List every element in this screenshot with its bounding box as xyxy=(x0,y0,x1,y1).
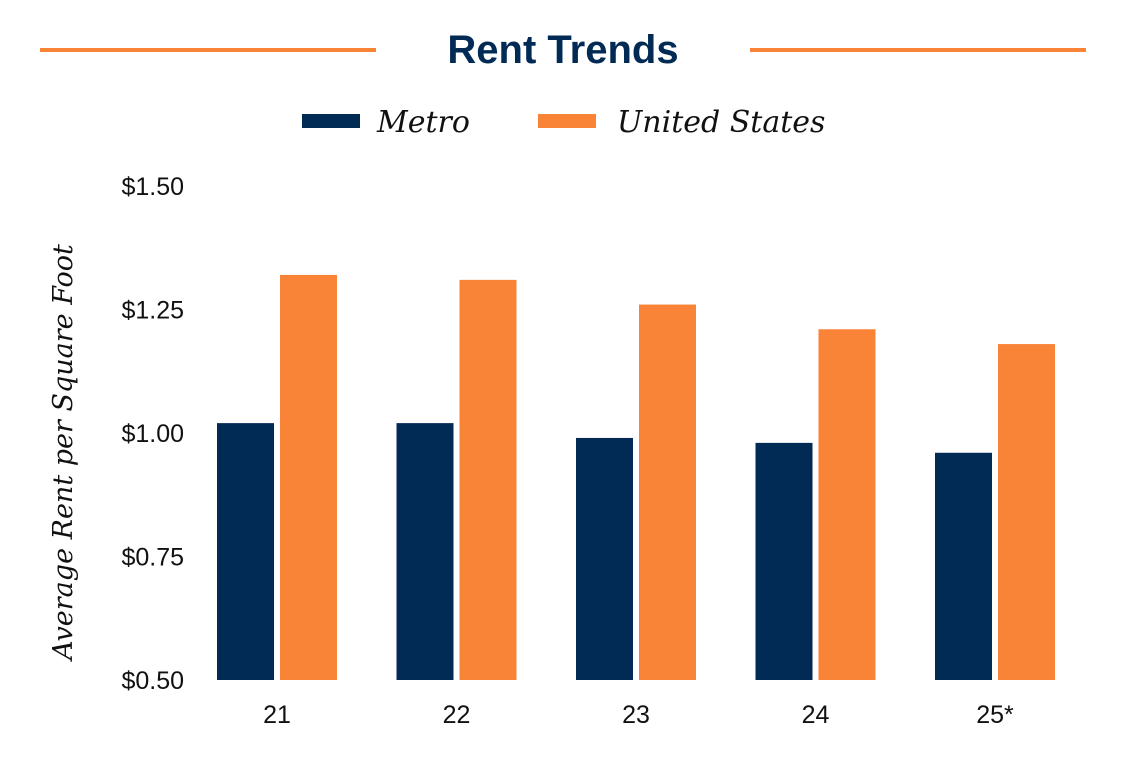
y-axis: $1.50 $1.25 $1.00 $0.75 $0.50 xyxy=(121,173,184,695)
y-tick-label: $0.75 xyxy=(121,544,184,572)
y-tick-label: $1.25 xyxy=(121,297,184,325)
bar-united-states xyxy=(280,274,337,680)
y-axis-label: Average Rent per Square Foot xyxy=(48,244,79,663)
legend: Metro United States xyxy=(302,105,825,140)
y-tick-label: $1.00 xyxy=(121,420,184,448)
legend-swatch-united-states xyxy=(538,114,596,128)
x-tick-label: 21 xyxy=(263,701,291,729)
bar-metro xyxy=(396,423,454,680)
bar-metro xyxy=(217,423,274,680)
bar-metro xyxy=(576,437,633,680)
bar-united-states xyxy=(639,304,696,680)
x-tick-label: 23 xyxy=(622,701,650,729)
bars xyxy=(217,274,1055,680)
bar-united-states xyxy=(818,329,876,680)
legend-label-metro: Metro xyxy=(376,105,470,140)
bar-metro xyxy=(935,452,992,680)
bar-united-states xyxy=(998,344,1055,680)
x-tick-label: 25* xyxy=(976,701,1014,729)
chart-title: Rent Trends xyxy=(447,28,678,72)
bar-metro xyxy=(755,442,813,680)
y-tick-label: $1.50 xyxy=(121,173,184,201)
x-axis: 21 22 23 24 25* xyxy=(263,701,1014,729)
bar-united-states xyxy=(459,279,517,680)
y-tick-label: $0.50 xyxy=(121,667,184,695)
x-tick-label: 22 xyxy=(443,701,471,729)
x-tick-label: 24 xyxy=(802,701,830,729)
legend-label-united-states: United States xyxy=(617,105,825,140)
legend-swatch-metro xyxy=(302,114,360,128)
